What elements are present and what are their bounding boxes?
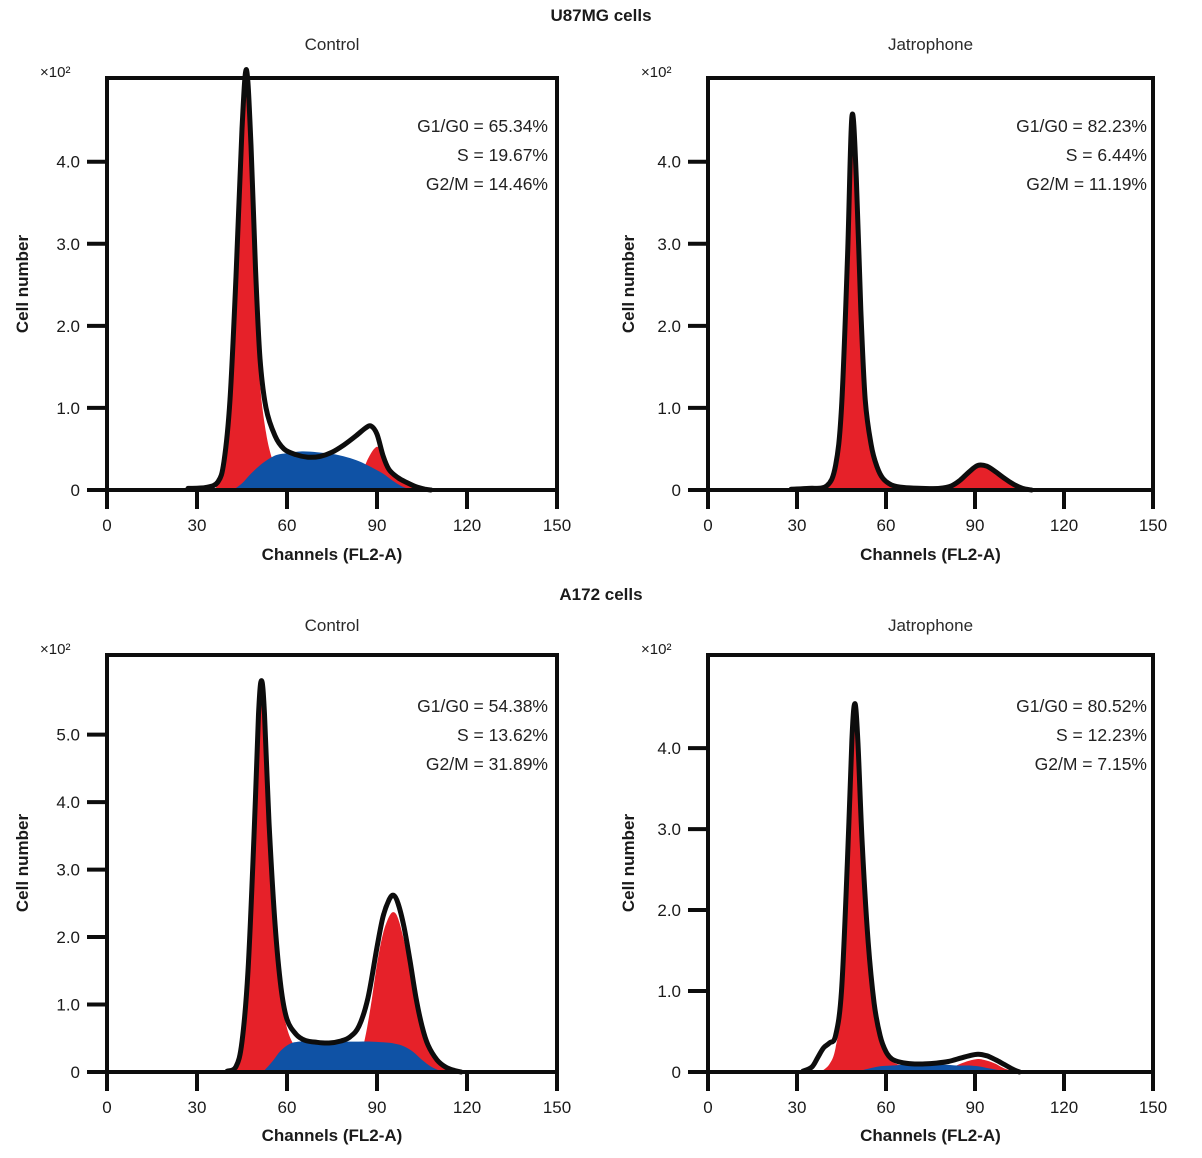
stat-line-s: S = 19.67% [457, 145, 548, 165]
stats-a172-jatrophone: G1/G0 = 80.52% S = 12.23% G2/M = 7.15% [907, 692, 1147, 779]
x-tick-label: 30 [788, 516, 807, 535]
stat-line-g1: G1/G0 = 82.23% [1016, 116, 1147, 136]
section-title-u87mg: U87MG cells [550, 6, 652, 25]
stat-line-g2: G2/M = 31.89% [425, 754, 548, 774]
x-tick-label: 60 [877, 516, 896, 535]
x-tick-label: 120 [453, 1098, 481, 1117]
y-tick-label: 1.0 [56, 399, 80, 418]
x-tick-label: 150 [543, 1098, 571, 1117]
stats-u87mg-jatrophone: G1/G0 = 82.23% S = 6.44% G2/M = 11.19% [907, 112, 1147, 199]
plot-border [706, 653, 1155, 1074]
panel-title-u87mg-control: Control [304, 35, 360, 54]
y-tick-label: 0 [71, 481, 80, 500]
x-axis-label: Channels (FL2-A) [261, 545, 403, 564]
y-tick-label: 0 [672, 481, 681, 500]
section-title-a172: A172 cells [559, 585, 643, 604]
series-envelope [224, 678, 464, 1075]
y-axis-label: Cell number [619, 234, 638, 334]
y-tick-label: 5.0 [56, 726, 80, 745]
series-g1-g0-peak [215, 83, 296, 491]
y-tick-label: 1.0 [657, 399, 681, 418]
panel-a172-control: 0 30 60 90 120 150 0 1.0 2.0 3.0 4.0 5.0 [56, 653, 571, 1117]
series-s-phase [263, 1040, 446, 1072]
stat-line-s: S = 13.62% [457, 725, 548, 745]
stat-line-g1: G1/G0 = 54.38% [417, 696, 548, 716]
y-tick-label: 4.0 [56, 153, 80, 172]
series-g1-g0-peak [236, 694, 329, 1072]
stat-line-s: S = 12.23% [1056, 725, 1147, 745]
y-tick-label: 0 [672, 1063, 681, 1082]
y-tick-label: 4.0 [56, 793, 80, 812]
y-tick-label: 2.0 [657, 317, 681, 336]
y-axis-multiplier: ×10² [641, 641, 672, 658]
y-tick-label: 4.0 [657, 739, 681, 758]
panel-title-a172-jatrophone: Jatrophone [887, 616, 974, 635]
stat-line-g2: G2/M = 11.19% [1026, 174, 1147, 194]
stat-line-g1: G1/G0 = 65.34% [417, 116, 548, 136]
panel-title-u87mg-jatrophone: Jatrophone [887, 35, 974, 54]
series-s-phase [233, 451, 413, 490]
x-tick-label: 90 [966, 1098, 985, 1117]
y-tick-label: 3.0 [657, 235, 681, 254]
x-tick-label: 150 [543, 516, 571, 535]
panel-title-a172-control: Control [304, 616, 360, 635]
x-tick-label: 150 [1139, 516, 1167, 535]
x-axis-label: Channels (FL2-A) [261, 1126, 403, 1145]
series-envelope [800, 701, 1022, 1075]
series-envelope [788, 111, 1034, 493]
x-tick-label: 90 [368, 516, 387, 535]
y-tick-label: 4.0 [657, 153, 681, 172]
stats-u87mg-control: G1/G0 = 65.34% S = 19.67% G2/M = 14.46% [308, 112, 548, 199]
plot-border [105, 76, 559, 492]
series-g1-g0-and-g2-m-peaks [826, 122, 1029, 490]
series-g2-m-peak [350, 912, 452, 1072]
y-axis-multiplier: ×10² [641, 64, 672, 81]
x-tick-label: 30 [788, 1098, 807, 1117]
x-tick-label: 60 [877, 1098, 896, 1117]
panel-a172-jatrophone: 0 30 60 90 120 150 0 1.0 2.0 3.0 4.0 [657, 653, 1167, 1117]
y-tick-label: 3.0 [56, 861, 80, 880]
y-axis-multiplier: ×10² [40, 64, 71, 81]
y-axis-label: Cell number [13, 234, 32, 334]
stat-line-g2: G2/M = 7.15% [1034, 754, 1147, 774]
x-tick-label: 150 [1139, 1098, 1167, 1117]
series-g1-g0-peak [820, 715, 961, 1072]
stat-line-g2: G2/M = 14.46% [425, 174, 548, 194]
x-tick-label: 30 [188, 1098, 207, 1117]
x-tick-label: 30 [188, 516, 207, 535]
y-tick-label: 1.0 [56, 996, 80, 1015]
x-tick-label: 0 [102, 1098, 111, 1117]
y-tick-label: 2.0 [657, 901, 681, 920]
stat-line-g1: G1/G0 = 80.52% [1016, 696, 1147, 716]
x-tick-label: 60 [278, 1098, 297, 1117]
panel-u87mg-control: 0 30 60 90 120 150 0 1.0 2.0 3.0 4.0 [56, 67, 571, 535]
stats-a172-control: G1/G0 = 54.38% S = 13.62% G2/M = 31.89% [308, 692, 548, 779]
x-tick-label: 60 [278, 516, 297, 535]
x-tick-label: 120 [1050, 1098, 1078, 1117]
x-tick-label: 0 [703, 516, 712, 535]
y-tick-label: 3.0 [56, 235, 80, 254]
x-tick-label: 90 [368, 1098, 387, 1117]
stat-line-s: S = 6.44% [1065, 145, 1147, 165]
y-axis-multiplier: ×10² [40, 641, 71, 658]
panel-u87mg-jatrophone: 0 30 60 90 120 150 0 1.0 2.0 3.0 4.0 [657, 76, 1167, 535]
x-tick-label: 90 [966, 516, 985, 535]
y-tick-label: 2.0 [56, 317, 80, 336]
x-tick-label: 0 [703, 1098, 712, 1117]
x-tick-label: 120 [1050, 516, 1078, 535]
y-axis-label: Cell number [13, 813, 32, 913]
series-envelope [185, 67, 434, 493]
x-axis-label: Channels (FL2-A) [860, 545, 1001, 564]
y-axis-label: Cell number [619, 813, 638, 913]
plot-border [105, 653, 559, 1074]
y-tick-label: 0 [71, 1063, 80, 1082]
y-tick-label: 1.0 [657, 982, 681, 1001]
x-axis-label: Channels (FL2-A) [860, 1126, 1001, 1145]
y-tick-label: 2.0 [56, 928, 80, 947]
y-tick-label: 3.0 [657, 820, 681, 839]
x-tick-label: 0 [102, 516, 111, 535]
x-tick-label: 120 [453, 516, 481, 535]
